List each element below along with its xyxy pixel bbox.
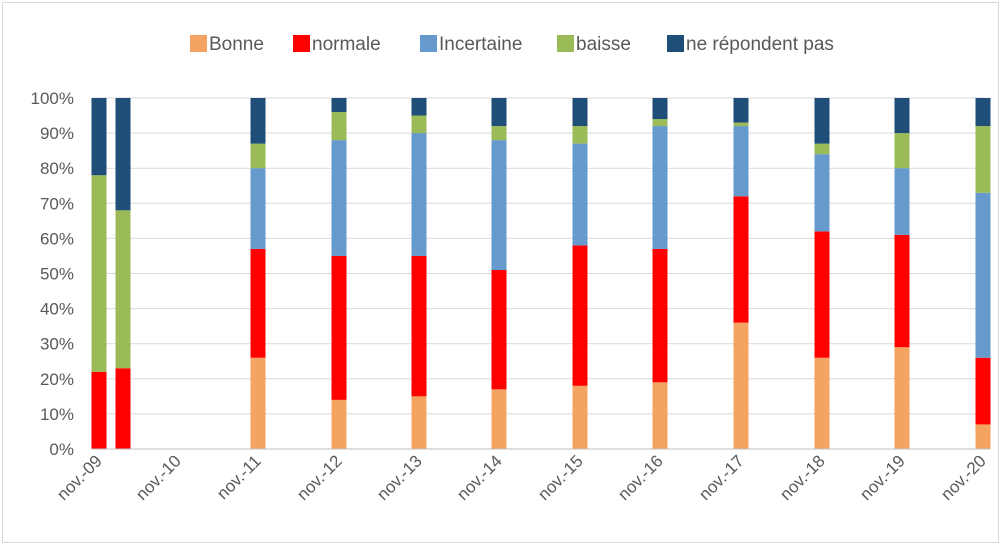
legend-label-baisse: baisse <box>576 34 631 55</box>
x-tick-label: nov.-17 <box>695 451 748 504</box>
bar-segment-bonne <box>491 389 507 449</box>
bar-segment-incertaine <box>572 143 588 246</box>
bar-segment-incertaine <box>894 168 910 235</box>
bar-segment-ne-repondent-pas <box>491 98 507 127</box>
legend-label-incertaine: Incertaine <box>439 34 522 55</box>
bar-segment-normale <box>975 357 991 425</box>
x-tick-label: nov.-14 <box>453 451 506 504</box>
bar-segment-ne-repondent-pas <box>652 98 668 120</box>
x-tick-label: nov.-09 <box>53 451 106 504</box>
bar-segment-normale <box>733 196 749 323</box>
bar-segment-incertaine <box>733 126 749 197</box>
bar-segment-incertaine <box>491 140 507 270</box>
bar-segment-baisse <box>91 175 107 372</box>
bar-segment-baisse <box>652 119 668 127</box>
bar-segment-ne-repondent-pas <box>411 98 427 116</box>
bar-segment-baisse <box>894 133 910 169</box>
legend: Bonne normale Incertaine baisse ne répondent… <box>190 34 834 55</box>
bar-segment-normale <box>814 231 830 358</box>
bar-segment-normale <box>572 245 588 386</box>
legend-label-bonne: Bonne <box>209 34 264 55</box>
y-tick-label: 30% <box>40 335 74 354</box>
bar-segment-baisse <box>975 126 991 193</box>
x-tick-label: nov.-16 <box>614 451 667 504</box>
x-tick-label: nov.-18 <box>776 451 829 504</box>
x-tick-label: nov.-19 <box>856 451 909 504</box>
bar-segment-baisse <box>814 143 830 155</box>
y-axis-ticks: 0% 10% 20% 30% 40% 50% 60% 70% 80% 90% 100% <box>31 89 74 459</box>
legend-swatch-ne-repondent-pas <box>667 35 684 52</box>
legend-label-ne-repondent-pas: ne répondent pas <box>686 34 834 55</box>
bar-segment-normale <box>331 255 347 400</box>
bar-segment-incertaine <box>975 192 991 358</box>
bar-segment-bonne <box>652 382 668 449</box>
bar-segment-bonne <box>733 322 749 449</box>
bar-segment-baisse <box>115 210 131 369</box>
bar-segment-normale <box>411 255 427 397</box>
bar-segment-ne-repondent-pas <box>250 98 266 144</box>
bar-segment-bonne <box>975 424 991 449</box>
x-axis-ticks: nov.-09 nov.-10 nov.-11 nov.-12 nov.-13 nov.-… <box>53 451 990 504</box>
legend-label-normale: normale <box>312 34 381 55</box>
bar-segment-ne-repondent-pas <box>331 98 347 113</box>
bar-segment-baisse <box>250 143 266 169</box>
legend-swatch-normale <box>293 35 310 52</box>
x-tick-label: nov.-13 <box>373 451 426 504</box>
bar-segment-ne-repondent-pas <box>91 98 107 176</box>
y-tick-label: 0% <box>49 440 74 459</box>
bar-segment-bonne <box>250 357 266 449</box>
bars <box>91 98 991 449</box>
y-tick-label: 70% <box>40 194 74 213</box>
legend-swatch-incertaine <box>420 35 437 52</box>
bar-segment-baisse <box>491 126 507 141</box>
bar-segment-ne-repondent-pas <box>975 98 991 127</box>
bar-segment-bonne <box>411 396 427 449</box>
bar-segment-baisse <box>733 122 749 127</box>
bar-segment-normale <box>652 248 668 383</box>
y-tick-label: 100% <box>31 89 74 108</box>
y-tick-label: 60% <box>40 229 74 248</box>
y-tick-label: 40% <box>40 300 74 319</box>
bar-segment-normale <box>250 248 266 358</box>
bar-segment-normale <box>894 234 910 348</box>
x-tick-label: nov.-15 <box>534 451 587 504</box>
y-tick-label: 90% <box>40 124 74 143</box>
bar-segment-baisse <box>411 115 427 134</box>
bar-segment-bonne <box>814 357 830 449</box>
bar-segment-incertaine <box>411 133 427 256</box>
bar-segment-ne-repondent-pas <box>814 98 830 144</box>
bar-segment-ne-repondent-pas <box>572 98 588 127</box>
bar-segment-incertaine <box>331 140 347 256</box>
bar-segment-normale <box>491 269 507 390</box>
bar-segment-incertaine <box>814 154 830 232</box>
x-tick-label: nov.-10 <box>132 451 185 504</box>
y-tick-label: 20% <box>40 370 74 389</box>
x-tick-label: nov.-12 <box>293 451 346 504</box>
bar-segment-bonne <box>331 399 347 449</box>
bar-segment-bonne <box>572 385 588 449</box>
bar-segment-ne-repondent-pas <box>733 98 749 123</box>
bar-segment-incertaine <box>250 168 266 249</box>
x-tick-label: nov.-20 <box>937 451 990 504</box>
bar-segment-ne-repondent-pas <box>115 98 131 211</box>
bar-segment-ne-repondent-pas <box>894 98 910 134</box>
bar-segment-baisse <box>572 126 588 144</box>
y-tick-label: 50% <box>40 265 74 284</box>
gridlines <box>92 97 990 415</box>
bar-segment-baisse <box>331 112 347 141</box>
bar-segment-normale <box>115 368 131 449</box>
bar-segment-bonne <box>894 347 910 449</box>
x-tick-label: nov.-11 <box>213 451 265 503</box>
bar-segment-incertaine <box>652 126 668 249</box>
bar-segment-normale <box>91 371 107 449</box>
y-tick-label: 10% <box>40 405 74 424</box>
legend-swatch-baisse <box>557 35 574 52</box>
legend-swatch-bonne <box>190 35 207 52</box>
y-tick-label: 80% <box>40 159 74 178</box>
